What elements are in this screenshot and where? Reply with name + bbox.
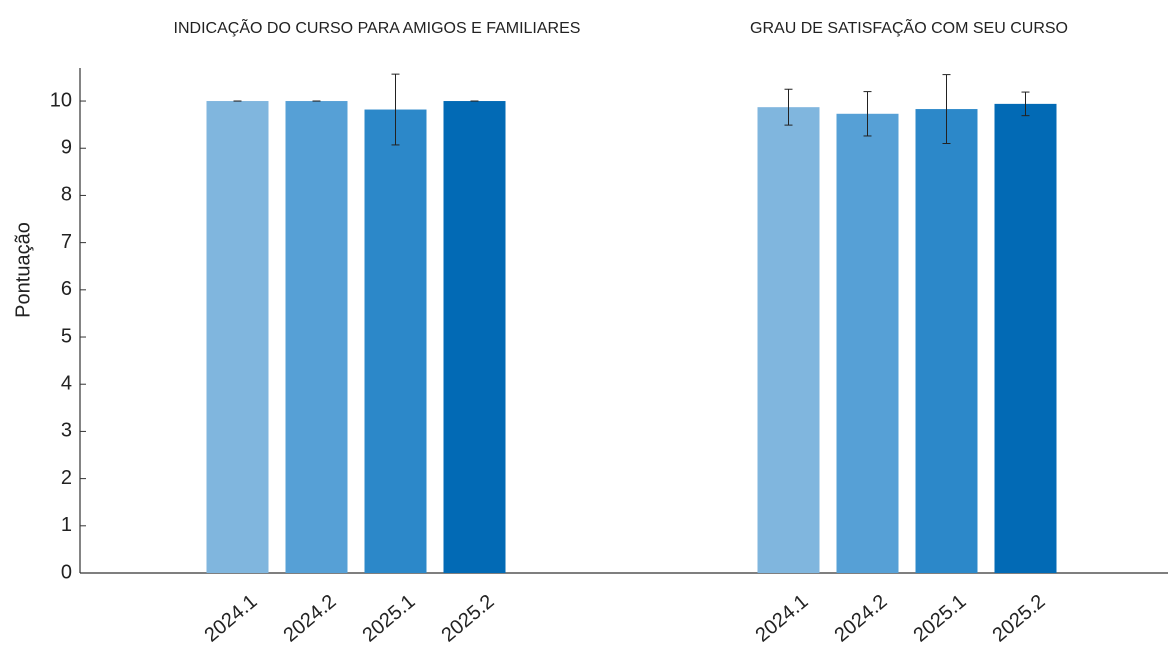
y-tick-label: 3 xyxy=(61,420,72,442)
error-bar xyxy=(863,91,872,137)
y-tick-label: 6 xyxy=(61,278,72,300)
group-title: INDICAÇÃO DO CURSO PARA AMIGOS E FAMILIA… xyxy=(174,17,581,37)
y-tick-label: 4 xyxy=(61,372,72,394)
error-bar xyxy=(784,88,793,126)
bar xyxy=(757,107,820,573)
y-tick-label: 2 xyxy=(61,467,72,489)
y-tick-label: 10 xyxy=(50,89,72,111)
bar xyxy=(443,101,506,573)
group-title: GRAU DE SATISFAÇÃO COM SEU CURSO xyxy=(750,17,1068,37)
y-tick-label: 1 xyxy=(61,514,72,536)
y-axis-label: Pontuação xyxy=(12,222,34,318)
x-tick-label: 2024.1 xyxy=(200,590,261,646)
x-tick-label: 2025.2 xyxy=(437,590,498,646)
bar xyxy=(364,109,427,573)
bar xyxy=(285,101,348,573)
bar xyxy=(206,101,269,573)
y-tick-label: 0 xyxy=(61,561,72,583)
error-bar xyxy=(942,74,951,145)
x-tick-label: 2024.2 xyxy=(830,590,891,646)
y-tick-label: 5 xyxy=(61,325,72,347)
y-tick-label: 7 xyxy=(61,231,72,253)
error-bar xyxy=(1021,91,1030,117)
bar xyxy=(994,103,1057,574)
x-tick-label: 2025.2 xyxy=(988,590,1049,646)
x-tick-label: 2024.2 xyxy=(279,590,340,646)
error-bar xyxy=(391,73,400,146)
x-tick-label: 2025.1 xyxy=(358,590,419,646)
y-tick-label: 9 xyxy=(61,137,72,159)
bar xyxy=(836,113,899,574)
bar xyxy=(915,109,978,574)
y-tick-label: 8 xyxy=(61,184,72,206)
x-tick-label: 2025.1 xyxy=(909,590,970,646)
x-tick-label: 2024.1 xyxy=(751,590,812,646)
